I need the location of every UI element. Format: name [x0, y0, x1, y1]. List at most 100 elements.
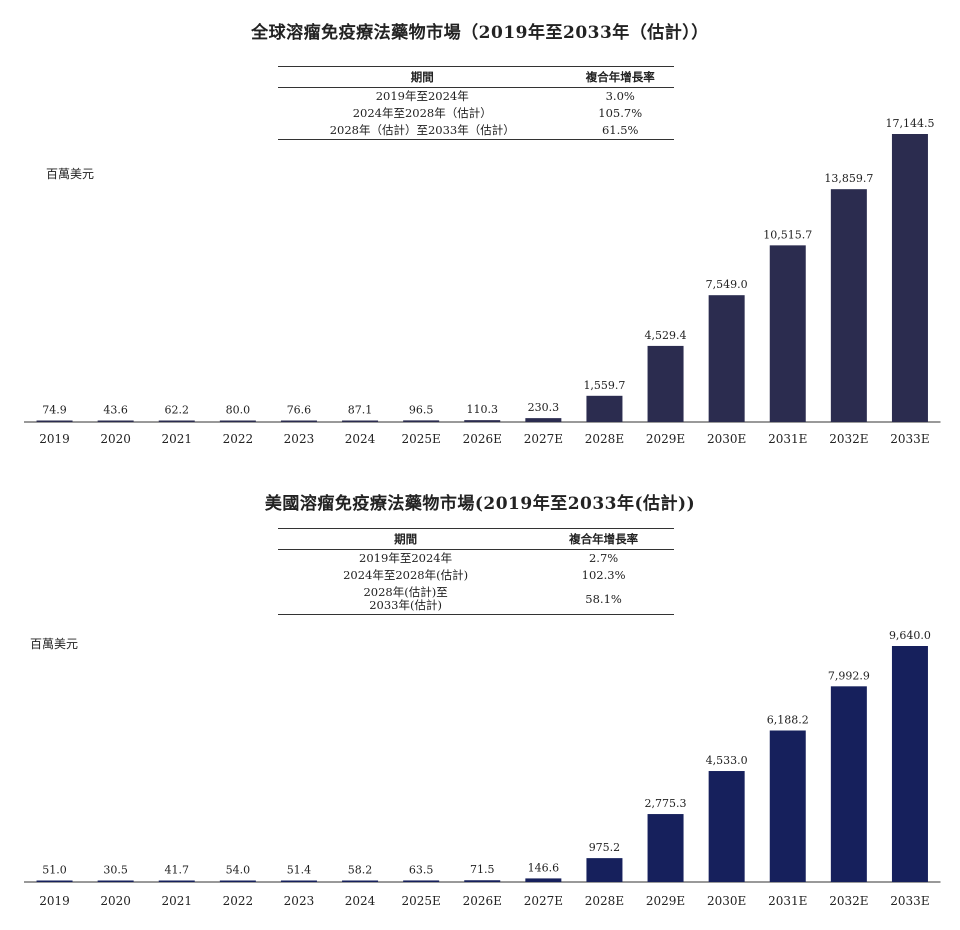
- cagr-header-rate: 複合年增長率: [566, 66, 674, 88]
- chart-title: 美國溶瘤免疫療法藥物市場(2019年至2033年(估計)): [264, 494, 696, 514]
- bar: [525, 418, 562, 422]
- bar: [647, 814, 684, 882]
- cagr-header-period: 期間: [278, 66, 567, 88]
- bar-value-label: 13,859.7: [824, 172, 873, 185]
- cagr-rate: 3.0%: [605, 89, 635, 103]
- bar-value-label: 4,529.4: [645, 329, 687, 342]
- bar: [280, 880, 317, 882]
- x-tick-label: 2027E: [524, 432, 563, 446]
- bar-value-label: 17,144.5: [885, 117, 934, 130]
- bar: [708, 295, 745, 422]
- bar-value-label: 63.5: [409, 863, 434, 876]
- cagr-period: 2028年（估計）至2033年（估計）: [278, 122, 567, 140]
- bar: [158, 420, 195, 422]
- bar-value-label: 7,992.9: [828, 669, 870, 682]
- cagr-rate: 2.7%: [588, 551, 619, 565]
- x-tick-label: 2030E: [707, 894, 746, 908]
- cagr-header-period: 期間: [278, 528, 534, 550]
- x-tick-label: 2031E: [768, 894, 807, 908]
- bar: [97, 420, 134, 422]
- bar-value-label: 96.5: [409, 403, 434, 416]
- x-tick-label: 2020: [100, 432, 131, 446]
- bar-value-label: 62.2: [165, 404, 190, 417]
- x-tick-label: 2019: [39, 432, 70, 446]
- bar-value-label: 7,549.0: [706, 278, 748, 291]
- bar: [342, 880, 379, 882]
- bar-value-label: 2,775.3: [645, 797, 687, 810]
- cagr-rate: 105.7%: [598, 106, 643, 120]
- bar: [219, 420, 256, 422]
- bar-value-label: 110.3: [467, 403, 499, 416]
- bar-value-label: 71.5: [470, 863, 495, 876]
- bar: [586, 858, 623, 882]
- cagr-period: 2019年至2024年: [375, 89, 469, 103]
- cagr-period: 2019年至2024年: [359, 551, 453, 565]
- cagr-period: 2028年(估計)至 2033年(估計): [278, 584, 534, 615]
- x-tick-label: 2022: [223, 432, 254, 446]
- x-tick-label: 2022: [223, 894, 254, 908]
- x-tick-label: 2028E: [585, 894, 624, 908]
- bar-value-label: 41.7: [165, 864, 190, 877]
- x-tick-label: 2026E: [463, 894, 502, 908]
- x-tick-label: 2033E: [890, 432, 929, 446]
- cagr-row: 2028年（估計）至2033年（估計） 61.5%: [278, 122, 674, 140]
- global-market-panel: 全球溶瘤免疫療法藥物市場（2019年至2033年（估計）） 期間 複合年增長率 …: [24, 23, 941, 446]
- bar-value-label: 30.5: [103, 864, 128, 877]
- bar-value-label: 87.1: [348, 404, 373, 417]
- bar: [830, 686, 867, 882]
- bar-value-label: 74.9: [42, 404, 67, 417]
- x-tick-label: 2031E: [768, 432, 807, 446]
- bar: [647, 345, 684, 422]
- cagr-header-rate: 複合年增長率: [533, 528, 674, 550]
- bar: [219, 880, 256, 882]
- cagr-rate: 102.3%: [581, 568, 626, 582]
- bar: [891, 646, 928, 882]
- global-bar-chart: 74.9 2019 43.6 2020 62.2 2021 80.0 2022 76.6 2023…: [24, 117, 941, 446]
- x-tick-label: 2026E: [463, 432, 502, 446]
- bar-value-label: 1,559.7: [583, 379, 625, 392]
- us-bar-chart: 51.0 2019 30.5 2020 41.7 2021 54.0 2022 51.4 2023…: [24, 629, 941, 908]
- y-unit-label: 百萬美元: [30, 637, 79, 651]
- bar: [403, 880, 440, 882]
- x-tick-label: 2023: [284, 432, 315, 446]
- cagr-period: 2024年至2028年(估計): [343, 568, 469, 582]
- bar-value-label: 4,533.0: [706, 754, 748, 767]
- x-tick-label: 2027E: [524, 894, 563, 908]
- x-tick-label: 2021: [161, 894, 192, 908]
- us-market-panel: 美國溶瘤免疫療法藥物市場(2019年至2033年(估計)) 期間 複合年增長率 …: [0, 465, 960, 930]
- bar-value-label: 54.0: [226, 864, 251, 877]
- x-tick-label: 2030E: [707, 432, 746, 446]
- bar-value-label: 58.2: [348, 864, 373, 877]
- bar: [158, 880, 195, 882]
- x-tick-label: 2033E: [890, 894, 929, 908]
- chart-title: 全球溶瘤免疫療法藥物市場（2019年至2033年（估計））: [251, 23, 709, 43]
- x-tick-label: 2020: [100, 894, 131, 908]
- bar: [464, 880, 501, 882]
- bar: [280, 420, 317, 422]
- bar: [830, 189, 867, 422]
- x-tick-label: 2028E: [585, 432, 624, 446]
- bar: [525, 878, 562, 882]
- bar-value-label: 146.6: [528, 861, 560, 874]
- bar: [769, 730, 806, 882]
- bar-value-label: 6,188.2: [767, 714, 809, 727]
- x-tick-label: 2025E: [401, 894, 440, 908]
- x-tick-label: 2021: [161, 432, 192, 446]
- cagr-rate: 61.5%: [566, 122, 674, 140]
- bar: [464, 420, 501, 422]
- cagr-table: 期間 複合年增長率 2019年至2024年 2.7% 2024年至2028年(估…: [278, 528, 674, 615]
- bar: [97, 880, 134, 882]
- cagr-row: 2019年至2024年 2.7%: [278, 550, 674, 568]
- cagr-row: 2028年(估計)至 2033年(估計) 58.1%: [278, 584, 674, 615]
- bar-value-label: 230.3: [528, 401, 560, 414]
- bar: [769, 245, 806, 422]
- bar: [342, 420, 379, 422]
- x-tick-label: 2032E: [829, 432, 868, 446]
- cagr-row: 2019年至2024年 3.0%: [278, 88, 674, 106]
- cagr-row: 2024年至2028年(估計) 102.3%: [278, 567, 674, 584]
- bar-value-label: 51.4: [287, 864, 312, 877]
- x-tick-label: 2032E: [829, 894, 868, 908]
- cagr-rate: 58.1%: [533, 584, 674, 615]
- y-unit-label: 百萬美元: [46, 167, 95, 181]
- bar-value-label: 43.6: [103, 404, 128, 417]
